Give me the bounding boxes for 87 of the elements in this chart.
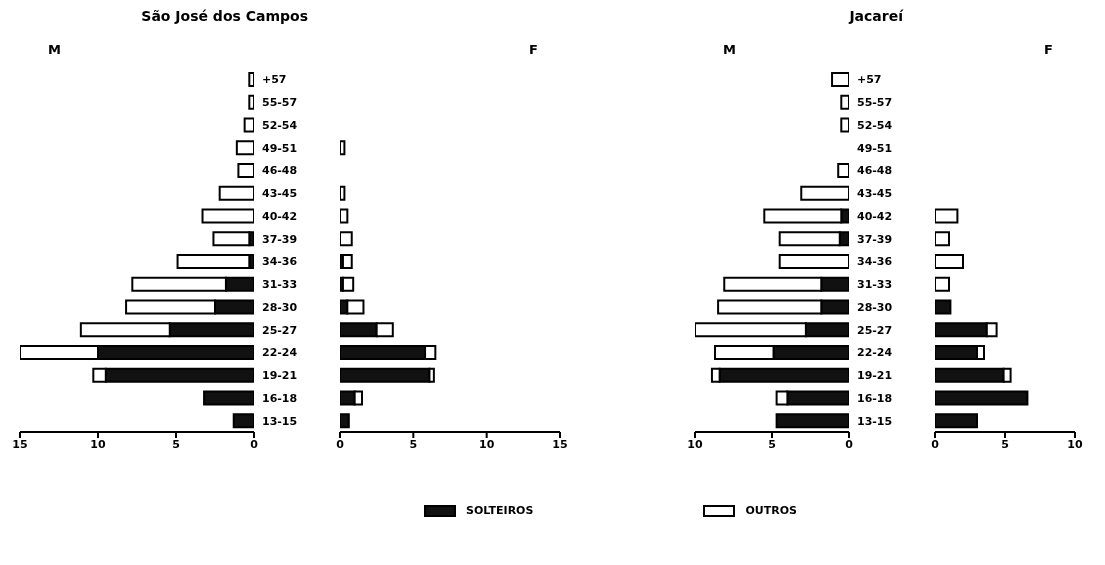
x-tick-label: 5 [1001,437,1009,451]
y-tick-label: 25-27 [857,323,893,337]
legend-label: SOLTEIROS [466,504,534,517]
bar [212,231,251,247]
x-tick-label: 0 [931,437,940,451]
bar [935,413,978,429]
bar [340,140,346,156]
y-tick-label: 34-36 [262,255,298,269]
bar [341,254,353,270]
chart-subtitle: F [528,42,539,59]
y-tick-label: 19-21 [857,369,893,383]
bar [235,140,254,156]
bar [203,390,254,406]
y-tick-label: 28-30 [262,300,298,314]
y-tick-label: 55-57 [857,96,893,110]
y-tick-label: 37-39 [857,232,893,246]
y-tick-label: 40-42 [857,209,893,223]
bar [935,390,1029,406]
y-tick-label: 46-48 [262,164,298,178]
bar [778,254,849,270]
y-tick-label: 13-15 [262,414,298,428]
bar [935,231,950,247]
y-tick-label: +57 [262,73,287,87]
bar [340,231,353,247]
chart-title: Jacareí [847,8,905,26]
x-tick-label: 10 [1067,437,1083,451]
bar [840,117,849,133]
y-tick-label: 37-39 [262,232,298,246]
x-tick-label: 15 [12,437,28,451]
y-tick-label: 22-24 [857,346,893,360]
chart-subtitle: M [722,42,737,59]
bar [340,208,349,224]
bar [800,185,849,201]
x-tick-label: 0 [845,437,854,451]
y-tick-label: 28-30 [857,300,893,314]
bar [243,117,254,133]
bar [232,413,254,429]
bar [935,208,959,224]
bar [340,185,346,201]
y-tick-label: 49-51 [262,141,298,155]
chart-subtitle: F [1043,42,1054,59]
y-tick-label: 43-45 [857,187,893,201]
y-tick-label: 52-54 [262,118,298,132]
legend-label: OUTROS [745,504,797,517]
x-tick-label: 0 [250,437,259,451]
x-tick-label: 10 [479,437,495,451]
y-tick-label: 49-51 [857,141,893,155]
x-tick-label: 15 [552,437,568,451]
y-tick-label: 16-18 [262,391,298,405]
y-tick-label: 34-36 [857,255,893,269]
bar [340,413,350,429]
y-tick-label: 22-24 [262,346,298,360]
x-tick-label: 0 [336,437,345,451]
bar [248,72,254,88]
y-tick-label: 31-33 [857,278,893,292]
x-tick-label: 5 [172,437,180,451]
bar [840,94,849,110]
bar [237,163,254,179]
y-tick-label: +57 [857,73,882,87]
bar [935,276,950,292]
bar [935,254,964,270]
bar [775,413,849,429]
bar [341,276,355,292]
bar [935,299,952,315]
bar [201,208,254,224]
bar [837,163,849,179]
bar [340,367,431,383]
y-tick-label: 25-27 [262,323,298,337]
x-tick-label: 5 [768,437,776,451]
x-tick-label: 10 [687,437,703,451]
y-tick-label: 46-48 [857,164,893,178]
chart-subtitle: M [47,42,62,59]
bar [218,185,254,201]
y-tick-label: 52-54 [857,118,893,132]
bar [248,94,254,110]
y-tick-label: 13-15 [857,414,893,428]
y-tick-label: 55-57 [262,96,298,110]
y-tick-label: 16-18 [857,391,893,405]
bar [831,72,849,88]
y-tick-label: 43-45 [262,187,298,201]
y-tick-label: 31-33 [262,278,298,292]
chart-title: São José dos Campos [140,8,309,26]
x-tick-label: 5 [409,437,418,451]
y-tick-label: 19-21 [262,369,298,383]
x-tick-label: 10 [90,437,106,451]
bar [176,254,251,270]
y-tick-label: 40-42 [262,209,298,223]
